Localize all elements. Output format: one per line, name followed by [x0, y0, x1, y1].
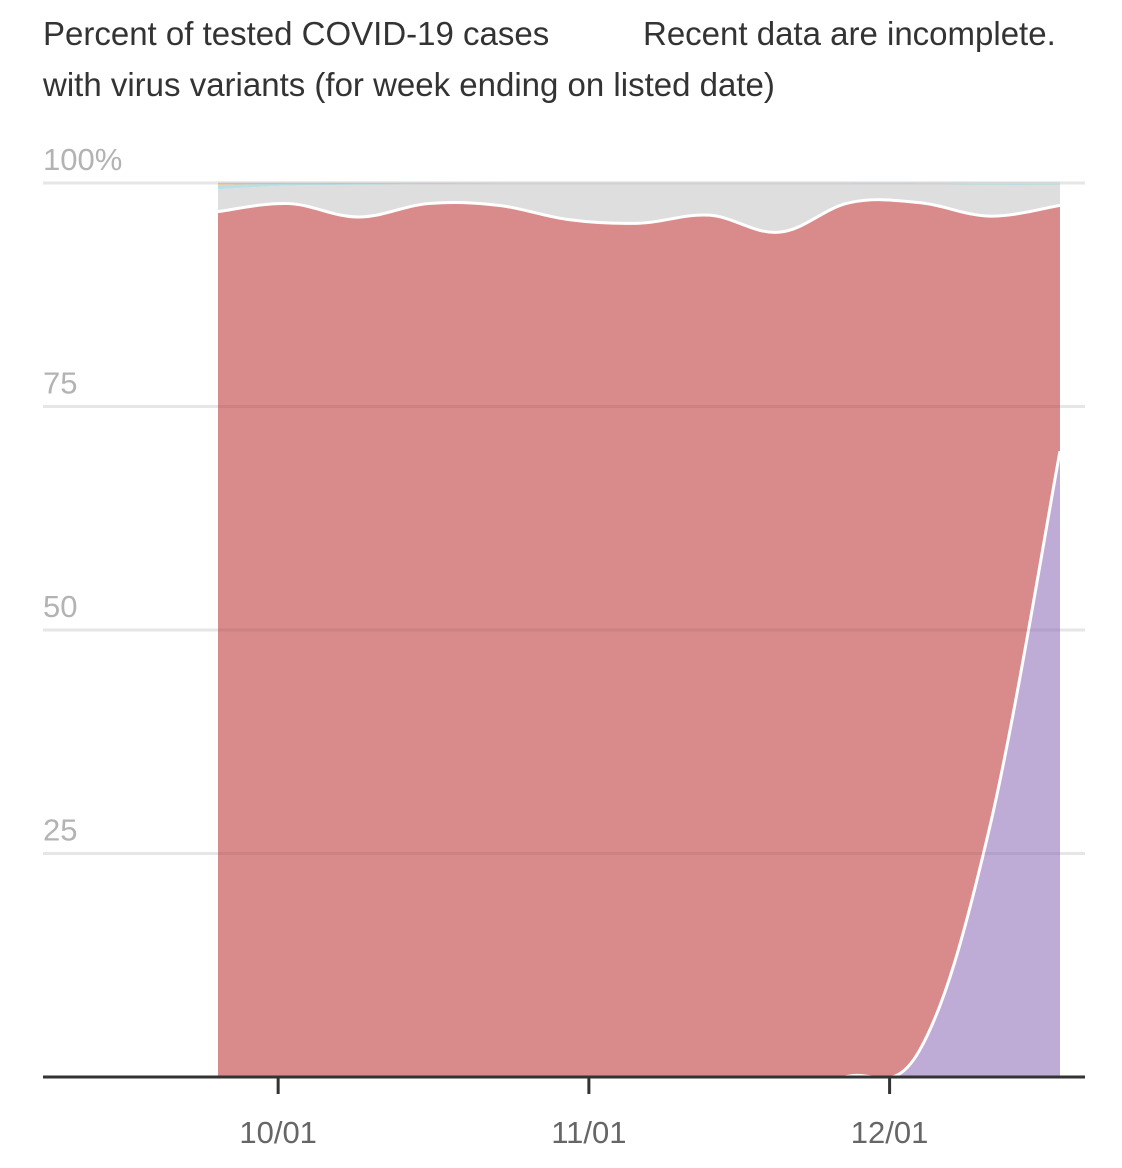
axis-labels: 10/01 11/01 12/01 100% 75 50 25 [43, 142, 928, 1150]
x-tick-label: 10/01 [239, 1115, 317, 1150]
y-tick-label: 75 [43, 366, 77, 401]
incomplete-data-note: Recent data are incomplete. [643, 15, 1056, 52]
x-axis [43, 1075, 1085, 1094]
area-series-2 [218, 199, 1060, 1079]
y-tick-label: 50 [43, 589, 77, 624]
stacked-areas [217, 181, 1062, 1080]
series-boundary-2 [217, 198, 1061, 234]
x-tick-label: 11/01 [551, 1115, 626, 1150]
area-series-1 [218, 451, 1060, 1079]
y-tick-label: 25 [43, 813, 77, 848]
area-series-3 [218, 183, 1060, 233]
x-tick-label: 12/01 [851, 1115, 929, 1150]
chart-title-line-1: Percent of tested COVID-19 cases [43, 15, 550, 52]
y-tick-label: 100% [43, 142, 122, 177]
area-series-5 [218, 182, 1060, 185]
